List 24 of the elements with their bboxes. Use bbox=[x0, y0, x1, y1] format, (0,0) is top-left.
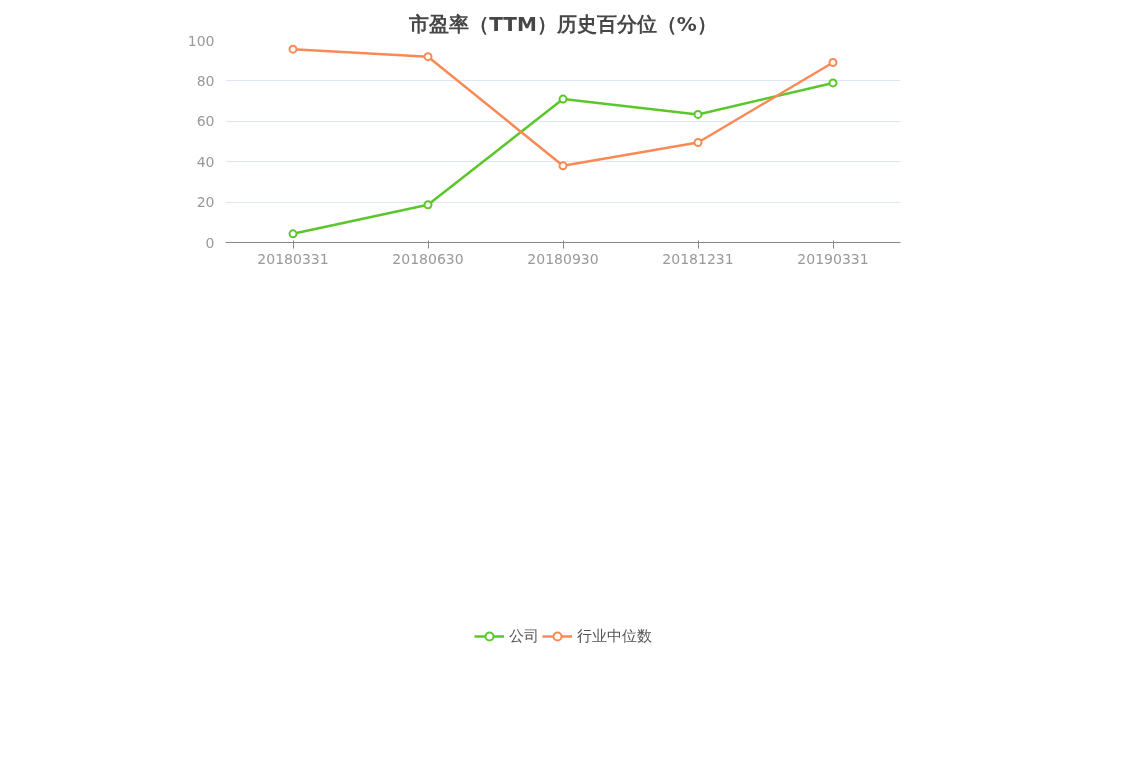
y-tick-label: 80 bbox=[196, 72, 215, 89]
point bbox=[288, 44, 298, 54]
point bbox=[558, 161, 568, 171]
x-tick-label: 20180630 bbox=[392, 250, 464, 267]
y-tick-label: 60 bbox=[196, 113, 215, 130]
point bbox=[423, 52, 433, 62]
x-tick-label: 20180331 bbox=[257, 250, 329, 267]
x-tick-label: 20181231 bbox=[662, 250, 734, 267]
point bbox=[693, 138, 703, 147]
point bbox=[828, 78, 838, 88]
chart-title: 市盈率（TTM）历史百分位（%） bbox=[408, 11, 717, 36]
legend-label: 公司 bbox=[508, 626, 539, 646]
y-tick-label: 100 bbox=[187, 32, 215, 49]
y-tick-label: 0 bbox=[205, 234, 215, 251]
legend-label: 行业中位数 bbox=[576, 626, 652, 646]
point bbox=[693, 109, 703, 119]
y-tick-label: 20 bbox=[196, 194, 215, 211]
y-tick-label: 40 bbox=[196, 153, 215, 170]
point bbox=[828, 58, 838, 68]
point bbox=[558, 94, 568, 104]
point bbox=[423, 200, 433, 210]
point bbox=[288, 229, 298, 239]
x-tick-label: 20180930 bbox=[527, 250, 599, 267]
x-tick-label: 20190331 bbox=[797, 250, 869, 267]
